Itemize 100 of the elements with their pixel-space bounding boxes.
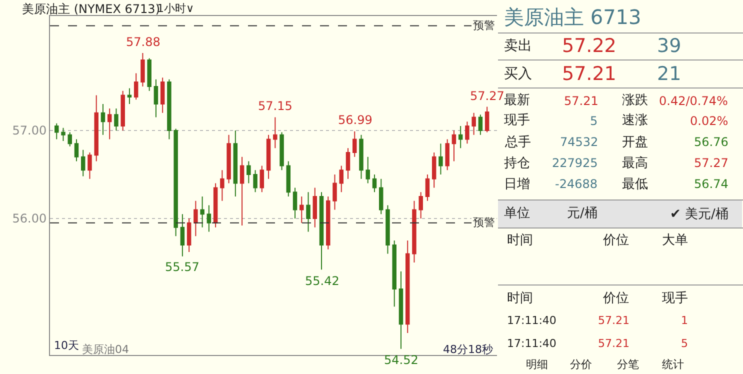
- candlestick: [140, 52, 145, 87]
- text: 日增: [504, 177, 530, 192]
- candlestick: [134, 72, 138, 100]
- text: 17:11:40: [507, 337, 556, 350]
- candlestick: [392, 240, 396, 308]
- text: 5: [681, 337, 688, 350]
- candlestick: [200, 196, 204, 228]
- candlestick: [253, 170, 258, 193]
- text: 涨跌: [622, 93, 648, 108]
- annotation: 56.99: [338, 113, 372, 127]
- candlestick: [412, 200, 416, 264]
- text: 时间: [507, 233, 533, 248]
- text: 价位: [602, 291, 629, 306]
- candlestick: [107, 108, 112, 140]
- candlestick: [260, 165, 264, 193]
- text: 39: [657, 35, 682, 57]
- text: 57.21: [564, 94, 598, 108]
- candlestick: [372, 174, 377, 193]
- ref-line-label: 预警: [473, 216, 495, 229]
- y-tick-label: 57.00: [12, 124, 47, 138]
- text: 明细: [526, 358, 548, 371]
- candlestick: [438, 143, 443, 175]
- text: 统计: [662, 358, 684, 371]
- text: 持仓: [504, 156, 530, 171]
- candlestick: [300, 196, 304, 224]
- candlestick: [206, 204, 212, 232]
- candlestick: [418, 192, 423, 220]
- text: 21: [657, 63, 682, 85]
- candlestick: [346, 148, 350, 180]
- text: 56.74: [694, 177, 728, 191]
- candlestick: [398, 270, 404, 350]
- candlestick: [366, 156, 370, 184]
- candlestick: [273, 116, 278, 149]
- candlestick: [167, 78, 172, 140]
- text: 美原油主 6713: [504, 5, 642, 29]
- candlestick: [458, 126, 463, 149]
- candlestick: [246, 160, 251, 184]
- ref-line-label: 预警: [473, 19, 495, 32]
- candlestick: [194, 200, 198, 237]
- candlestick: [88, 152, 92, 180]
- candlestick: [484, 106, 490, 133]
- candlestick: [425, 174, 430, 202]
- text: 57.21: [598, 314, 630, 327]
- candlestick: [465, 121, 470, 144]
- candlestick: [292, 187, 298, 220]
- annotation: 美原油04: [82, 343, 129, 356]
- text: 227925: [552, 156, 598, 170]
- candlestick: [74, 138, 79, 162]
- candlestick: [378, 178, 384, 215]
- annotation: 10天: [54, 339, 79, 352]
- candlestick: [180, 214, 185, 257]
- text: 56.76: [694, 135, 728, 149]
- text: 卖出: [504, 38, 532, 54]
- candlestick: [280, 132, 284, 171]
- candlestick: [312, 187, 318, 228]
- candlestick: [432, 152, 436, 188]
- annotation: 54.52: [384, 353, 418, 367]
- candlestick: [114, 108, 118, 131]
- candlestick: [54, 122, 59, 140]
- text: 分价: [570, 358, 592, 371]
- candlestick: [68, 132, 72, 147]
- text: 57.22: [562, 35, 616, 57]
- candlestick: [127, 88, 132, 105]
- candlestick: [94, 94, 98, 162]
- candlestick: [226, 134, 231, 184]
- candlestick: [339, 165, 344, 193]
- candlestick: [186, 218, 192, 252]
- text: 开盘: [622, 135, 648, 150]
- candlestick: [160, 77, 165, 114]
- candlestick: [359, 134, 364, 180]
- candlestick: [213, 182, 218, 228]
- candlestick: [100, 104, 106, 136]
- candlestick: [452, 130, 456, 162]
- annotation: 48分18秒: [443, 343, 493, 356]
- candlestick: [319, 192, 324, 270]
- text: 买入: [504, 66, 532, 82]
- candlestick: [386, 204, 390, 254]
- text: 总手: [504, 135, 531, 150]
- text: 57.21: [562, 63, 616, 85]
- candlestick: [478, 114, 483, 136]
- y-tick-label: 56.00: [12, 212, 47, 226]
- text: 时间: [507, 291, 533, 306]
- candlestick: [120, 90, 125, 131]
- text: 0.02%: [690, 114, 728, 128]
- candlestick: [445, 138, 450, 171]
- candlestick: [154, 78, 158, 118]
- text: 57.21: [598, 337, 630, 350]
- text: 元/桶: [567, 206, 598, 221]
- text: ✔ 美元/桶: [670, 206, 728, 222]
- candlestick: [472, 112, 476, 136]
- candlestick: [233, 130, 238, 198]
- text: 价位: [602, 233, 629, 248]
- text: 17:11:40: [507, 314, 556, 327]
- text: 最新: [504, 93, 530, 108]
- text: 74532: [560, 135, 598, 149]
- candlestick: [80, 149, 86, 177]
- candlestick: [286, 160, 291, 198]
- candlestick: [174, 128, 178, 237]
- candlestick: [405, 240, 410, 334]
- text: 57.27: [694, 156, 728, 170]
